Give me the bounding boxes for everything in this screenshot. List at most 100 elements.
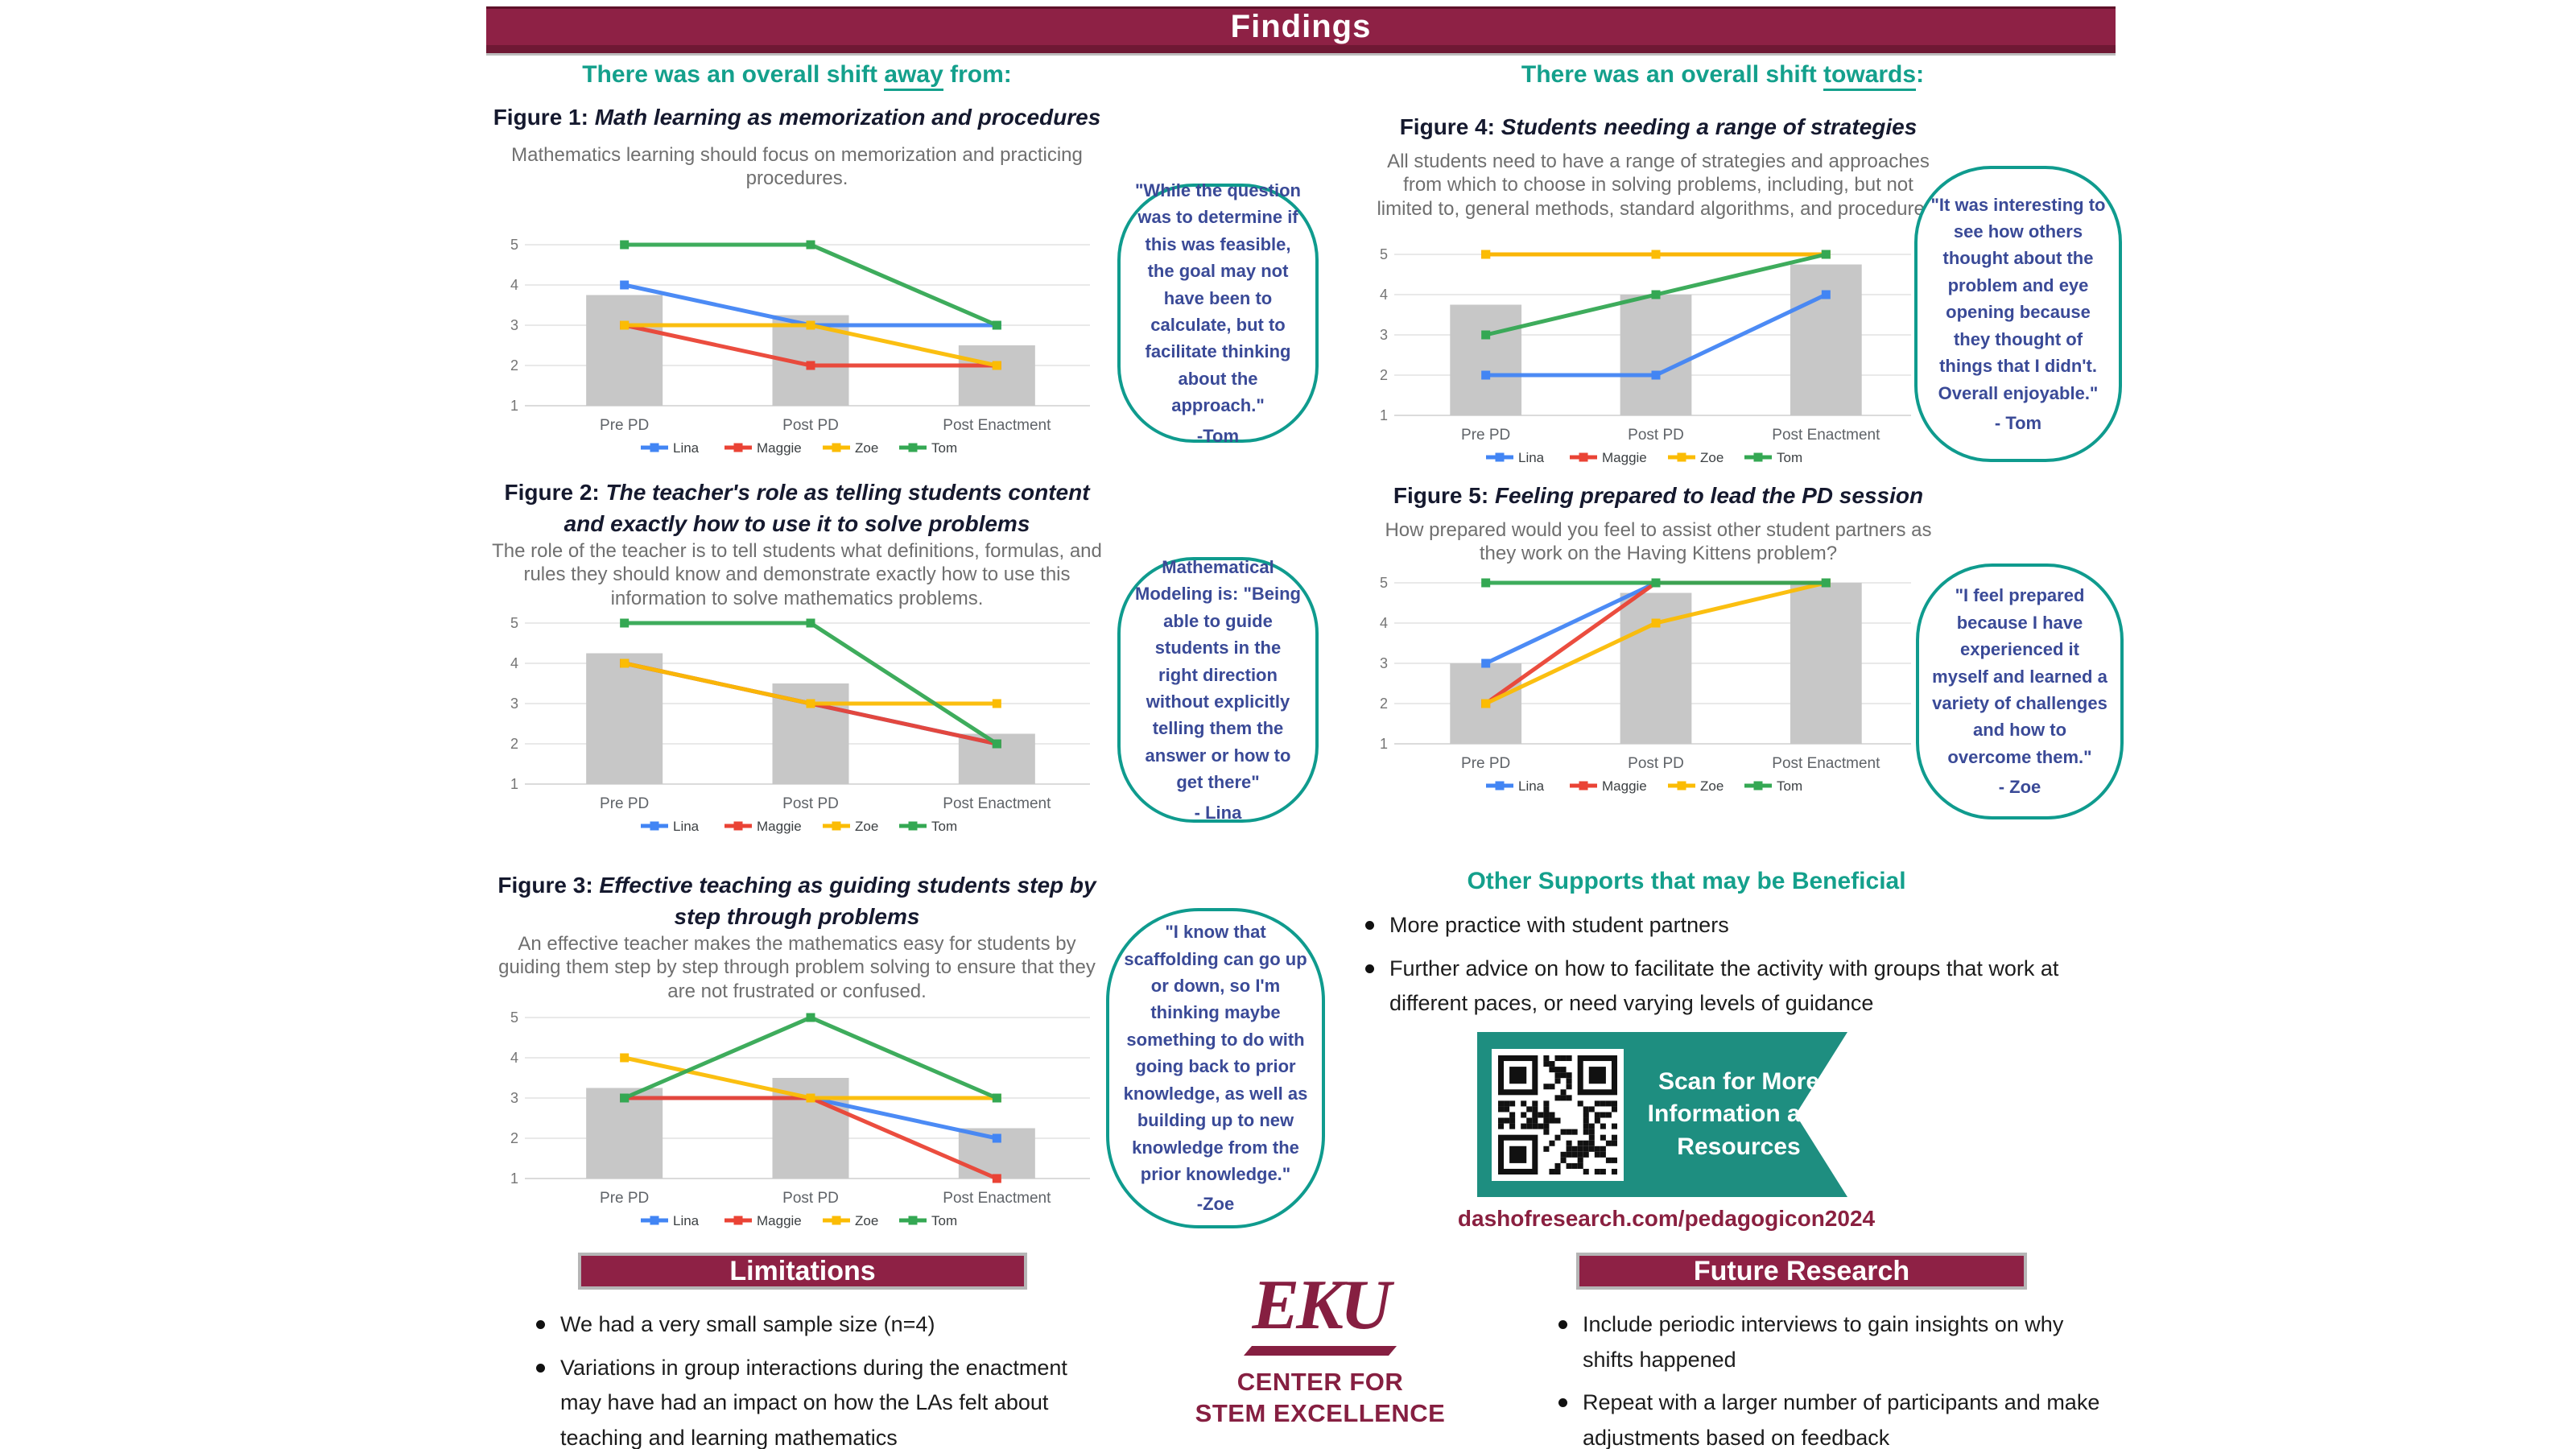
figure-1-title: Figure 1: Math learning as memorization … <box>493 105 1101 130</box>
svg-text:4: 4 <box>510 655 518 671</box>
list-item: Variations in group interactions during … <box>531 1351 1079 1449</box>
svg-text:4: 4 <box>510 1050 518 1066</box>
svg-text:Zoe: Zoe <box>855 819 878 834</box>
svg-text:2: 2 <box>1380 367 1388 383</box>
svg-text:Pre PD: Pre PD <box>1461 755 1510 772</box>
svg-text:Lina: Lina <box>673 819 700 834</box>
svg-text:3: 3 <box>510 317 518 333</box>
figure-5-title: Figure 5: Feeling prepared to lead the P… <box>1393 483 1924 508</box>
svg-text:Tom: Tom <box>1777 450 1802 465</box>
svg-text:2: 2 <box>510 736 518 752</box>
qr-code <box>1492 1048 1624 1181</box>
svg-text:4: 4 <box>510 277 518 293</box>
list-item: Include periodic interviews to gain insi… <box>1554 1307 2101 1377</box>
eku-center-line1: CENTER FOR <box>1236 1368 1404 1396</box>
svg-text:1: 1 <box>510 1170 518 1187</box>
figure-4-title: Figure 4: Students needing a range of st… <box>1399 114 1918 139</box>
svg-text:5: 5 <box>1380 246 1388 262</box>
figure-5-prompt: How prepared would you feel to assist ot… <box>1385 519 1932 565</box>
svg-text:1: 1 <box>1380 736 1388 752</box>
svg-text:3: 3 <box>1380 655 1388 671</box>
figure-2-title: Figure 2: The teacher's role as telling … <box>504 480 1090 537</box>
quote-text: "I feel prepared because I have experien… <box>1932 585 2107 767</box>
svg-text:Maggie: Maggie <box>757 440 802 456</box>
svg-text:4: 4 <box>1380 287 1388 303</box>
quote-attribution: - Tom <box>1994 413 2042 434</box>
figure-4-chart: 1 2 3 4 5 Pre PD Post PD Post Enactment Lina Magg… <box>1360 242 1924 467</box>
quote-bubble-zoe-1: "I know that scaffolding can go up or do… <box>1106 908 1325 1228</box>
svg-text:1: 1 <box>510 398 518 414</box>
future-research-title: Future Research <box>1693 1255 1910 1286</box>
quote-bubble-tom-1: "While the question was to determine if … <box>1117 180 1319 446</box>
svg-text:Tom: Tom <box>931 819 957 834</box>
svg-text:3: 3 <box>510 696 518 712</box>
eku-wordmark: EKU <box>1252 1266 1392 1344</box>
svg-text:3: 3 <box>1380 327 1388 343</box>
svg-text:Zoe: Zoe <box>855 440 878 456</box>
figure-2-prompt: The role of the teacher is to tell stude… <box>492 540 1102 609</box>
left-column-header: There was an overall shift away from: <box>499 61 1095 91</box>
limitations-title: Limitations <box>729 1255 876 1286</box>
qr-ribbon-label: Scan for More Information and Resources <box>1647 1067 1831 1160</box>
svg-text:5: 5 <box>510 1009 518 1026</box>
quote-bubble-zoe-2: "I feel prepared because I have experien… <box>1916 564 2124 819</box>
limitations-banner: Limitations <box>578 1253 1027 1290</box>
svg-text:Maggie: Maggie <box>1602 450 1647 465</box>
list-item: We had a very small sample size (n=4) <box>531 1307 1079 1343</box>
list-item: Further advice on how to facilitate the … <box>1360 952 2101 1022</box>
quote-attribution: -Tom <box>1196 425 1240 446</box>
svg-text:Post PD: Post PD <box>782 795 839 812</box>
figure-3-chart: 1 2 3 4 5 Pre PD Post PD Post Enactment Lina Magg… <box>491 1005 1103 1230</box>
other-supports-list: More practice with student partners Furt… <box>1360 908 2101 1030</box>
eku-swoosh-icon <box>1243 1346 1397 1356</box>
svg-text:Zoe: Zoe <box>855 1213 878 1228</box>
svg-text:Post Enactment: Post Enactment <box>943 417 1051 434</box>
svg-text:3: 3 <box>510 1090 518 1106</box>
svg-text:Tom: Tom <box>1777 778 1802 794</box>
quote-bubble-tom-2: "It was interesting to see how others th… <box>1914 166 2122 462</box>
svg-text:Zoe: Zoe <box>1700 778 1724 794</box>
svg-text:Post PD: Post PD <box>782 417 839 434</box>
svg-text:5: 5 <box>1380 575 1388 591</box>
right-column-header: There was an overall shift towards: <box>1425 61 2021 91</box>
svg-text:Post Enactment: Post Enactment <box>1772 427 1880 444</box>
svg-text:2: 2 <box>1380 696 1388 712</box>
figure-1-prompt: Mathematics learning should focus on mem… <box>511 144 1083 190</box>
svg-text:Post Enactment: Post Enactment <box>943 1190 1051 1207</box>
quote-bubble-lina: Mathematical Modeling is: "Being able to… <box>1117 557 1319 823</box>
svg-text:Lina: Lina <box>1518 778 1545 794</box>
svg-text:Post Enactment: Post Enactment <box>1772 755 1880 772</box>
figure-1-chart: 1 2 3 4 5 Pre PD Post PD Post Enactment Lina Magg… <box>491 232 1103 457</box>
svg-text:Lina: Lina <box>673 1213 700 1228</box>
svg-text:Lina: Lina <box>673 440 700 456</box>
svg-text:Tom: Tom <box>931 1213 957 1228</box>
quote-attribution: - Lina <box>1194 802 1242 823</box>
svg-text:Post Enactment: Post Enactment <box>943 795 1051 812</box>
svg-text:Pre PD: Pre PD <box>600 1190 649 1207</box>
svg-text:4: 4 <box>1380 615 1388 631</box>
svg-text:Maggie: Maggie <box>757 1213 802 1228</box>
svg-text:2: 2 <box>510 357 518 374</box>
svg-text:Pre PD: Pre PD <box>1461 427 1510 444</box>
resources-url: dashofresearch.com/pedagogicon2024 <box>1457 1206 1876 1231</box>
quote-text: "I know that scaffolding can go up or do… <box>1123 922 1308 1185</box>
svg-text:Lina: Lina <box>1518 450 1545 465</box>
quote-attribution: -Zoe <box>1196 1194 1235 1215</box>
svg-text:5: 5 <box>510 615 518 631</box>
svg-text:Pre PD: Pre PD <box>600 417 649 434</box>
future-research-list: Include periodic interviews to gain insi… <box>1554 1307 2101 1449</box>
eku-logo: EKU CENTER FOR STEM EXCELLENCE eku.edu/s… <box>1191 1270 1449 1449</box>
quote-text: "It was interesting to see how others th… <box>1930 194 2106 403</box>
svg-text:Post PD: Post PD <box>782 1190 839 1207</box>
list-item: More practice with student partners <box>1360 908 2101 943</box>
figure-5-chart: 1 2 3 4 5 Pre PD Post PD Post Enactment Lina Magg… <box>1360 570 1924 795</box>
findings-banner: Findings <box>486 6 2116 53</box>
svg-text:Post PD: Post PD <box>1628 755 1684 772</box>
svg-text:5: 5 <box>510 237 518 253</box>
figure-3-title: Figure 3: Effective teaching as guiding … <box>497 873 1096 930</box>
future-research-banner: Future Research <box>1576 1253 2027 1290</box>
svg-text:Pre PD: Pre PD <box>600 795 649 812</box>
figure-3-prompt: An effective teacher makes the mathemati… <box>498 933 1096 1002</box>
svg-text:1: 1 <box>1380 407 1388 423</box>
